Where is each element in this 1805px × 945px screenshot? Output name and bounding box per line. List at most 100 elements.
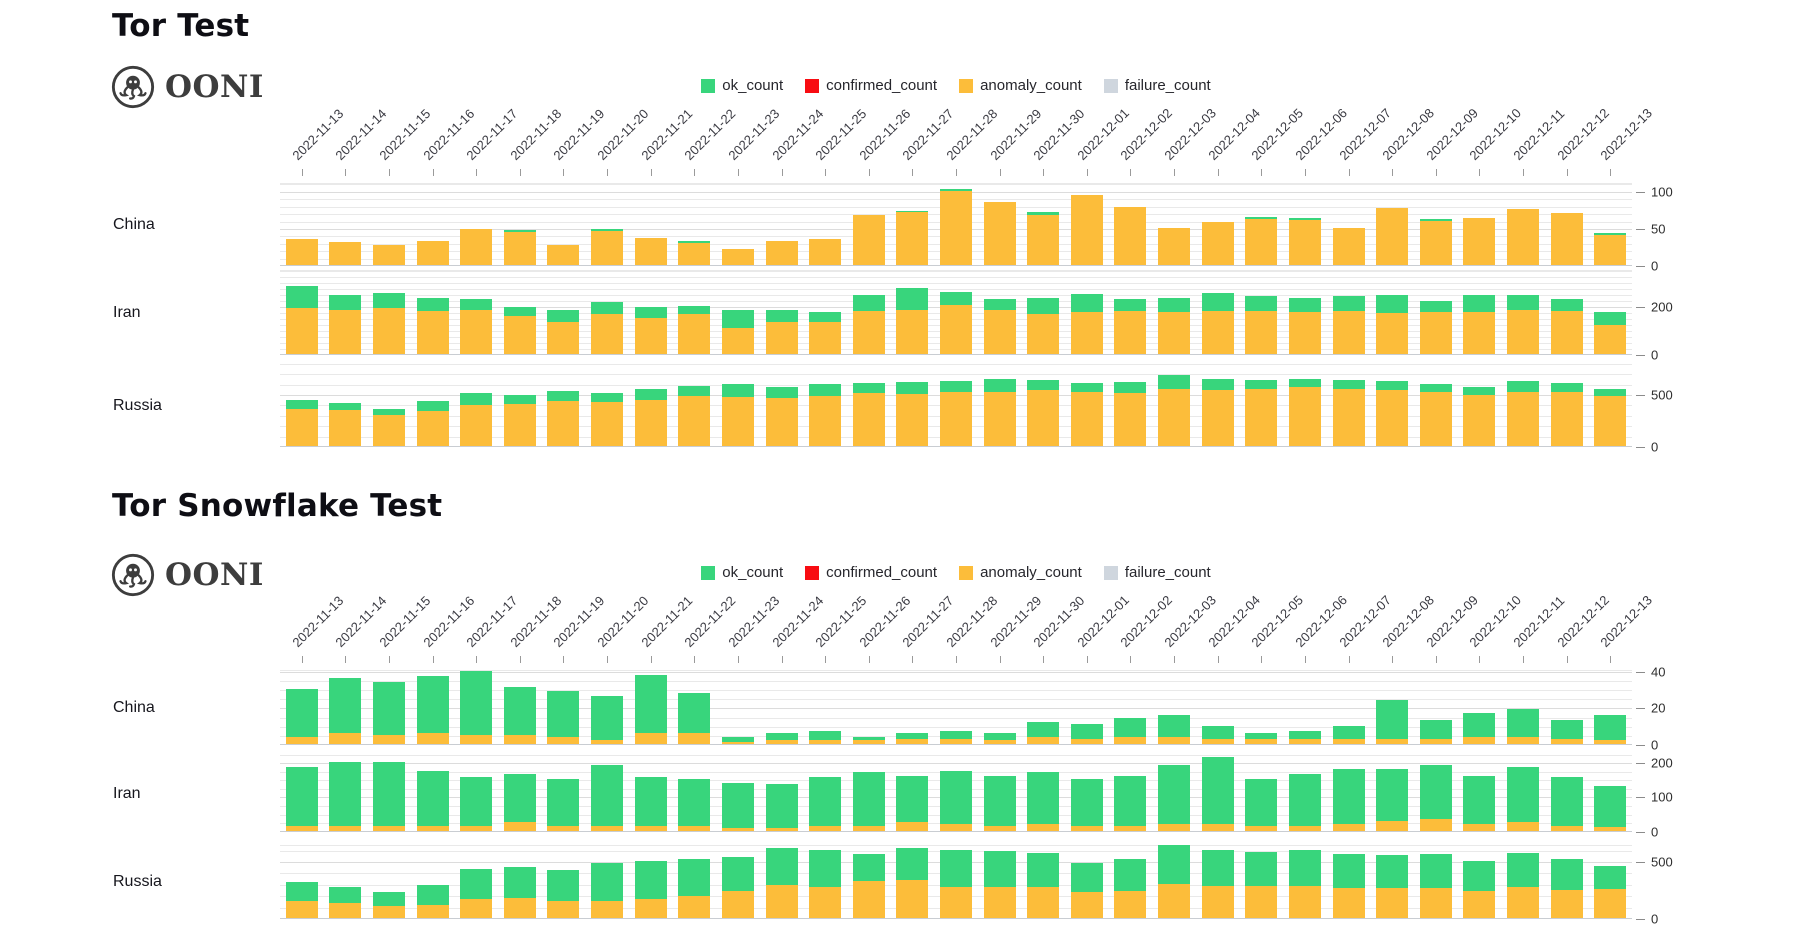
bar-russia-2022-12-07[interactable] <box>1332 854 1365 918</box>
bar-russia-2022-11-29[interactable] <box>983 850 1016 918</box>
bar-iran-2022-11-29[interactable] <box>983 298 1016 354</box>
bar-china-2022-11-28[interactable] <box>940 189 972 265</box>
bar-russia-2022-11-19[interactable] <box>547 391 580 446</box>
bar-china-2022-12-13[interactable] <box>1594 233 1627 265</box>
bar-iran-2022-12-08[interactable] <box>1376 295 1409 354</box>
bar-china-2022-12-06[interactable] <box>1288 218 1321 265</box>
bar-china-2022-11-24[interactable] <box>765 733 798 744</box>
bar-russia-2022-12-08[interactable] <box>1376 855 1409 918</box>
bar-russia-2022-12-12[interactable] <box>1550 383 1583 446</box>
bar-iran-2022-11-28[interactable] <box>940 770 972 831</box>
bar-russia-2022-11-13[interactable] <box>285 400 318 446</box>
bar-iran-2022-12-01[interactable] <box>1070 779 1103 831</box>
bar-russia-2022-12-10[interactable] <box>1463 387 1496 446</box>
bar-russia-2022-12-06[interactable] <box>1288 849 1321 918</box>
bar-iran-2022-12-01[interactable] <box>1070 293 1103 354</box>
bar-russia-2022-11-21[interactable] <box>634 389 667 446</box>
bar-china-2022-12-07[interactable] <box>1332 725 1365 744</box>
bar-iran-2022-12-11[interactable] <box>1506 295 1539 354</box>
bar-iran-2022-12-10[interactable] <box>1463 295 1496 354</box>
bar-china-2022-11-13[interactable] <box>285 239 318 265</box>
bar-iran-2022-12-03[interactable] <box>1158 297 1191 354</box>
bar-china-2022-11-15[interactable] <box>373 681 406 744</box>
legend-item-confirmed_count[interactable]: confirmed_count <box>805 77 937 94</box>
bar-iran-2022-11-18[interactable] <box>503 774 536 831</box>
bar-iran-2022-11-17[interactable] <box>460 298 493 354</box>
bar-russia-2022-11-14[interactable] <box>329 886 362 918</box>
bar-iran-2022-11-17[interactable] <box>460 777 493 831</box>
bar-china-2022-12-11[interactable] <box>1506 208 1539 265</box>
bar-iran-2022-12-07[interactable] <box>1332 768 1365 831</box>
bar-iran-2022-11-25[interactable] <box>809 311 842 354</box>
bar-russia-2022-11-14[interactable] <box>329 403 362 446</box>
bar-china-2022-11-13[interactable] <box>285 689 318 744</box>
bar-iran-2022-11-15[interactable] <box>373 292 406 354</box>
bar-russia-2022-11-16[interactable] <box>416 885 449 918</box>
bar-china-2022-11-18[interactable] <box>503 230 536 265</box>
bar-russia-2022-12-02[interactable] <box>1114 858 1147 918</box>
legend-item-confirmed_count[interactable]: confirmed_count <box>805 564 937 581</box>
bar-china-2022-11-17[interactable] <box>460 229 493 265</box>
bar-china-2022-11-27[interactable] <box>896 733 929 744</box>
bar-iran-2022-11-20[interactable] <box>591 765 624 831</box>
legend-item-failure_count[interactable]: failure_count <box>1103 77 1211 94</box>
bar-china-2022-11-29[interactable] <box>983 733 1016 744</box>
bar-russia-2022-12-11[interactable] <box>1506 853 1539 918</box>
bar-china-2022-12-08[interactable] <box>1376 700 1409 744</box>
bar-china-2022-12-12[interactable] <box>1550 213 1583 265</box>
bar-russia-2022-11-16[interactable] <box>416 401 449 446</box>
bar-china-2022-11-30[interactable] <box>1027 722 1060 744</box>
bar-iran-2022-11-27[interactable] <box>896 287 929 354</box>
bar-iran-2022-12-13[interactable] <box>1594 311 1627 354</box>
bar-iran-2022-12-09[interactable] <box>1419 301 1452 354</box>
bar-iran-2022-11-15[interactable] <box>373 761 406 831</box>
bar-china-2022-11-14[interactable] <box>329 242 362 265</box>
bar-russia-2022-12-01[interactable] <box>1070 383 1103 446</box>
bar-china-2022-11-27[interactable] <box>896 210 929 265</box>
bar-russia-2022-12-10[interactable] <box>1463 861 1496 918</box>
bar-china-2022-12-04[interactable] <box>1201 725 1234 744</box>
bar-russia-2022-12-02[interactable] <box>1114 382 1147 446</box>
bar-russia-2022-11-20[interactable] <box>591 393 624 446</box>
bar-china-2022-11-25[interactable] <box>809 239 842 265</box>
bar-russia-2022-11-17[interactable] <box>460 869 493 918</box>
bar-iran-2022-12-13[interactable] <box>1594 786 1627 831</box>
bar-iran-2022-11-30[interactable] <box>1027 297 1060 354</box>
bar-russia-2022-11-13[interactable] <box>285 882 318 918</box>
bar-iran-2022-12-11[interactable] <box>1506 767 1539 831</box>
bar-china-2022-12-02[interactable] <box>1114 718 1147 744</box>
bar-russia-2022-12-01[interactable] <box>1070 863 1103 918</box>
bar-iran-2022-12-04[interactable] <box>1201 756 1234 831</box>
bar-china-2022-12-10[interactable] <box>1463 218 1496 265</box>
bar-russia-2022-12-11[interactable] <box>1506 381 1539 446</box>
bar-china-2022-12-01[interactable] <box>1070 194 1103 265</box>
bar-iran-2022-11-19[interactable] <box>547 779 580 831</box>
legend-item-ok_count[interactable]: ok_count <box>701 77 783 94</box>
bar-russia-2022-12-13[interactable] <box>1594 389 1627 446</box>
bar-russia-2022-11-15[interactable] <box>373 892 406 918</box>
bar-iran-2022-11-22[interactable] <box>678 305 711 354</box>
bar-russia-2022-11-25[interactable] <box>809 850 842 918</box>
bar-iran-2022-11-23[interactable] <box>721 309 754 354</box>
bar-iran-2022-11-21[interactable] <box>634 307 667 354</box>
bar-iran-2022-11-23[interactable] <box>721 782 754 831</box>
bar-iran-2022-11-27[interactable] <box>896 775 929 831</box>
bar-iran-2022-12-05[interactable] <box>1245 779 1278 831</box>
bar-iran-2022-12-12[interactable] <box>1550 777 1583 831</box>
bar-russia-2022-11-26[interactable] <box>852 383 885 446</box>
bar-russia-2022-11-21[interactable] <box>634 860 667 918</box>
bar-iran-2022-12-10[interactable] <box>1463 775 1496 831</box>
bar-iran-2022-12-08[interactable] <box>1376 768 1409 831</box>
bar-iran-2022-11-13[interactable] <box>285 767 318 831</box>
bar-russia-2022-12-13[interactable] <box>1594 866 1627 918</box>
bar-iran-2022-11-20[interactable] <box>591 302 624 354</box>
bar-russia-2022-11-20[interactable] <box>591 863 624 918</box>
bar-russia-2022-11-28[interactable] <box>940 381 972 446</box>
bar-iran-2022-11-14[interactable] <box>329 295 362 354</box>
bar-russia-2022-11-27[interactable] <box>896 382 929 446</box>
bar-china-2022-11-22[interactable] <box>678 692 711 744</box>
bar-china-2022-12-05[interactable] <box>1245 216 1278 265</box>
bar-russia-2022-11-30[interactable] <box>1027 380 1060 446</box>
legend-item-anomaly_count[interactable]: anomaly_count <box>959 564 1082 581</box>
bar-china-2022-11-29[interactable] <box>983 202 1016 265</box>
